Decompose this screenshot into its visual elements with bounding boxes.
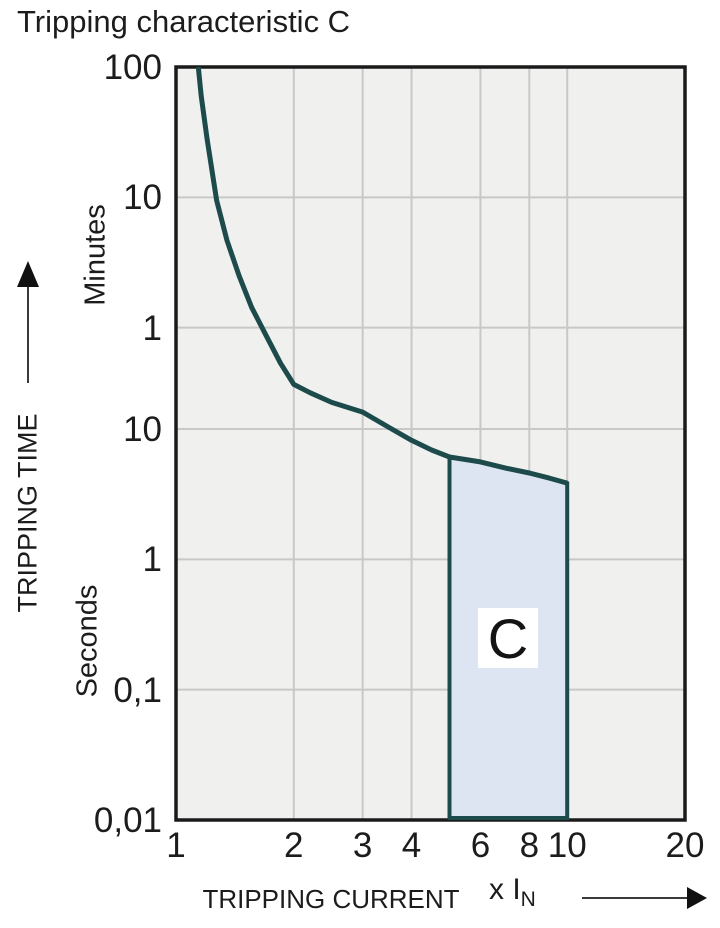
region-c-label: C [478,607,538,670]
y-tick-label: 0,01 [93,801,162,840]
y-tick-label: 10 [123,410,162,450]
x-tick-label: 8 [519,826,540,865]
y-axis-title: TRIPPING TIME [12,413,43,613]
x-axis-title: TRIPPING CURRENT [202,884,460,914]
y-unit-seconds-label: Seconds [71,584,104,698]
x-unit-subscript: N [520,888,536,911]
plot-border [174,65,687,822]
y-unit-minutes-label: Minutes [79,204,112,306]
x-tick-label: 3 [352,826,373,865]
y-tick-label: 100 [103,48,162,87]
x-tick-label: 1 [166,826,186,865]
y-tick-label: 1 [142,540,162,580]
x-tick-label: 2 [284,826,304,865]
trip-curve [195,66,568,486]
y-tick-label: 1 [142,308,162,348]
page-title: Tripping characteristic C [17,4,351,39]
up-arrow-head [17,261,39,287]
x-tick-label: 6 [470,826,491,865]
x-tick-label: 20 [665,826,705,865]
x-axis-unit-label: x IN [489,873,536,910]
x-tick-label: 4 [401,826,422,865]
x-unit-text: x I [489,873,521,906]
right-arrow-icon [582,887,707,909]
right-arrow-head [687,887,707,909]
x-tick-label: 10 [547,826,587,865]
y-tick-label: 10 [123,178,162,218]
up-arrow-icon [17,261,39,383]
plot-background [176,67,685,820]
y-tick-label: 0,1 [113,670,162,710]
